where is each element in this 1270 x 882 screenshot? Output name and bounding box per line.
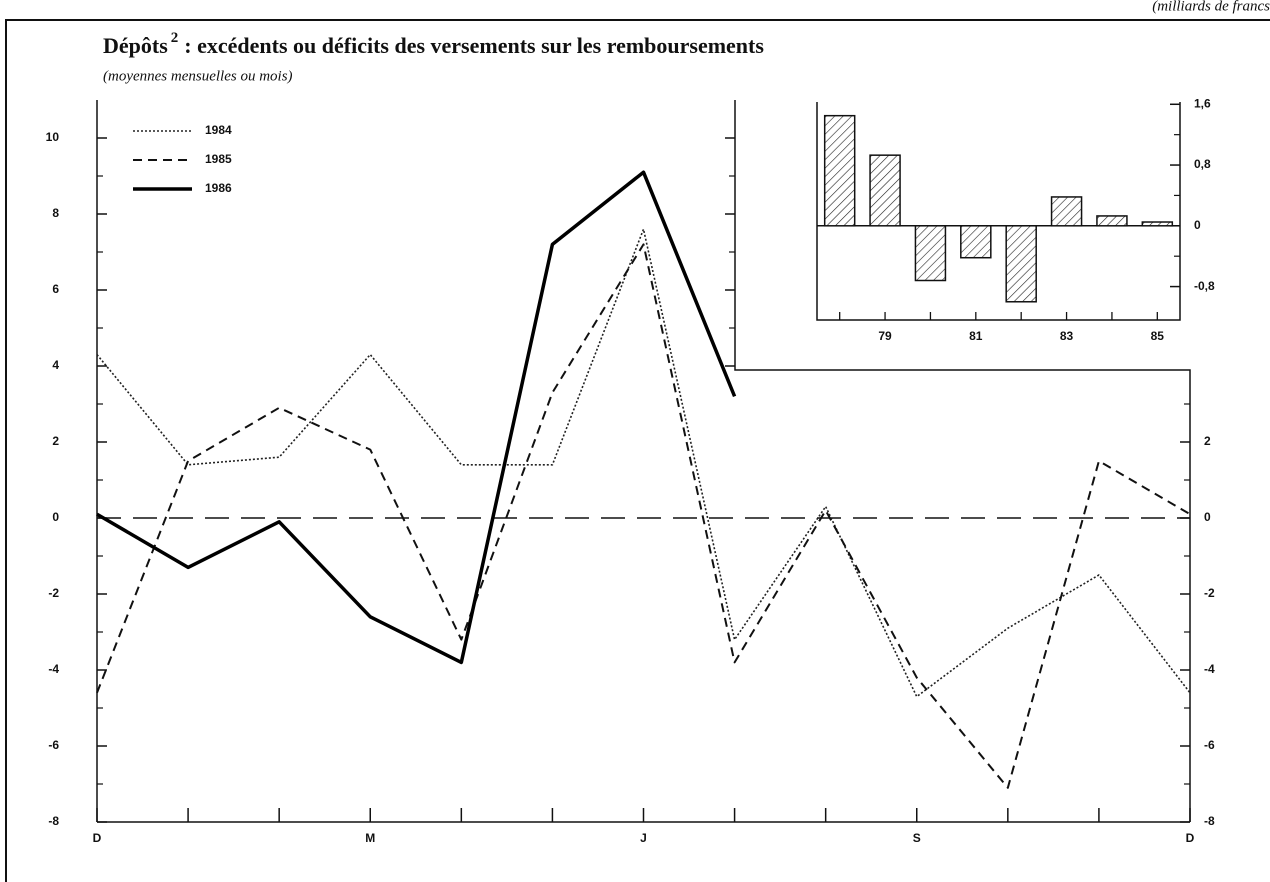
y-tick-label: 6 [52,282,59,296]
x-tick-label: D [1186,831,1195,845]
y-tick-label: -2 [48,586,59,600]
bar [1050,196,1083,227]
y-tick-label: 2 [52,434,59,448]
bar [869,154,901,227]
bar [960,225,992,259]
y-tick-label: 4 [52,358,59,372]
inset-x-tick-label: 81 [969,329,983,343]
y2-tick-label: 2 [1204,434,1211,448]
y-tick-label: -4 [48,662,59,676]
y-tick-label: -6 [48,738,59,752]
legend-label: 1985 [205,152,232,166]
series-line [96,170,737,665]
legend-label: 1986 [205,181,232,195]
x-tick-label: J [640,831,647,845]
inset-x-tick-label: 83 [1060,329,1074,343]
y2-tick-label: -2 [1204,586,1215,600]
series-line [96,243,1191,789]
x-tick-label: D [93,831,102,845]
title-rest: : excédents ou déficits des versements s… [184,33,764,58]
bar [1096,215,1128,227]
inset-x-tick-label: 85 [1151,329,1165,343]
right-axis [734,100,1191,822]
title-sup: 2 [171,30,179,46]
bar [914,225,947,282]
inset-y-tick-label: -0,8 [1194,279,1215,293]
y-tick-label: -8 [48,814,59,828]
inset-y-tick-label: 0 [1194,218,1201,232]
title-main: Dépôts [103,33,168,58]
legend-label: 1984 [205,123,232,137]
y2-tick-label: -4 [1204,662,1215,676]
y-tick-label: 10 [46,130,60,144]
bar [1005,225,1037,303]
inset-axes [816,102,1181,321]
bar [823,114,856,227]
inset-y-tick-label: 1,6 [1194,96,1211,110]
subtitle: (moyennes mensuelles ou mois) [103,68,293,84]
y-tick-label: 0 [52,510,59,524]
y2-tick-label: 0 [1204,510,1211,524]
unit-note: (milliards de francs [1152,0,1270,14]
frame [5,19,1270,882]
chart-title: Dépôts 2 : excédents ou déficits des verse… [103,30,764,58]
bar [1141,221,1174,227]
x-tick-label: S [913,831,921,845]
y-tick-label: 8 [52,206,59,220]
x-tick-label: M [365,831,375,845]
y2-tick-label: -6 [1204,738,1215,752]
inset-x-tick-label: 79 [878,329,892,343]
series-line [96,228,1191,698]
inset-y-tick-label: 0,8 [1194,157,1211,171]
y2-tick-label: -8 [1204,814,1215,828]
